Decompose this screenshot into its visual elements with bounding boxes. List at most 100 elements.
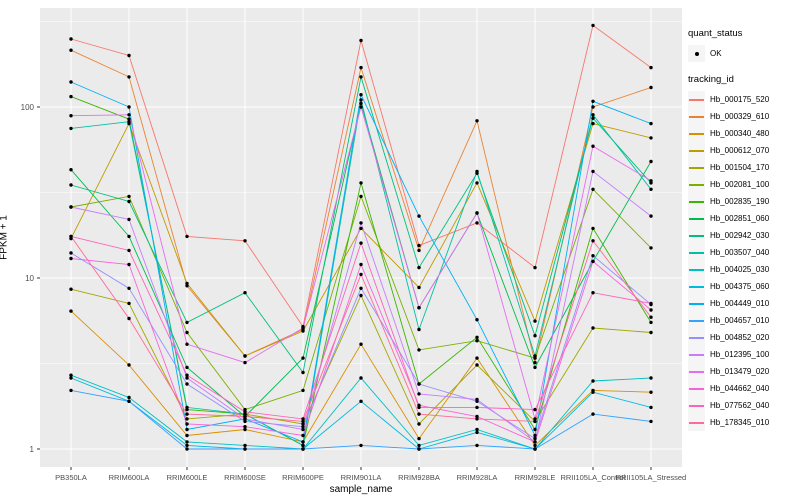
line-swatch-icon	[688, 142, 705, 159]
data-point	[243, 417, 247, 421]
legend-quant-status-title: quant_status	[688, 28, 743, 39]
data-point	[533, 334, 537, 338]
data-point	[649, 301, 653, 306]
legend-item-Hb_002851_060: Hb_002851_060	[688, 210, 800, 227]
line-swatch-icon	[688, 159, 705, 176]
data-point	[69, 114, 73, 118]
data-point	[417, 327, 421, 332]
legend-quant-status-items: OK	[688, 45, 800, 62]
data-point	[533, 365, 537, 370]
line-swatch-icon	[688, 380, 705, 397]
data-point	[301, 326, 305, 330]
data-point	[185, 376, 189, 380]
legend-item-label: Hb_004375_060	[710, 282, 770, 291]
y-axis-title: FPKM + 1	[0, 215, 10, 260]
data-point	[533, 447, 537, 451]
data-point	[185, 281, 189, 286]
series-color-line	[689, 116, 704, 118]
data-point	[475, 169, 479, 174]
legend-item-label: Hb_002081_100	[710, 180, 770, 189]
series-color-line	[689, 269, 704, 271]
legend-item-label: OK	[710, 49, 722, 58]
data-point	[69, 287, 73, 291]
legend-item-Hb_077562_040: Hb_077562_040	[688, 397, 800, 414]
legend-item-label: Hb_001504_170	[710, 163, 770, 172]
data-point	[591, 412, 595, 416]
data-point	[475, 363, 479, 367]
data-point	[649, 390, 653, 394]
data-point	[591, 116, 595, 120]
series-color-line	[689, 99, 704, 101]
line-swatch-icon	[688, 91, 705, 108]
data-point	[475, 405, 479, 410]
line-swatch-icon	[688, 397, 705, 414]
data-point	[359, 376, 363, 380]
data-point	[533, 407, 537, 412]
legend-item-label: Hb_000612_070	[710, 146, 770, 155]
data-point	[359, 105, 363, 109]
data-point	[649, 187, 653, 191]
series-color-line	[689, 303, 704, 305]
data-point	[649, 136, 653, 140]
data-point	[185, 433, 189, 438]
data-point	[475, 356, 479, 360]
data-point	[185, 365, 189, 370]
data-point	[359, 38, 363, 43]
data-point	[591, 291, 595, 295]
legend-item-Hb_001504_170: Hb_001504_170	[688, 159, 800, 176]
legend-item-label: Hb_002851_060	[710, 214, 770, 223]
data-point	[185, 440, 189, 444]
data-point	[359, 293, 363, 298]
series-color-line	[689, 235, 704, 237]
data-point	[69, 373, 73, 377]
data-point	[185, 284, 189, 288]
series-color-line	[689, 320, 704, 322]
line-swatch-icon	[688, 244, 705, 261]
data-point	[359, 75, 363, 79]
data-point	[243, 410, 247, 414]
series-color-line	[689, 422, 704, 424]
data-point	[475, 119, 479, 123]
data-point	[301, 422, 305, 426]
data-point	[69, 256, 73, 261]
data-point	[649, 320, 653, 325]
point-symbol-icon	[688, 45, 705, 62]
data-point	[475, 397, 479, 402]
data-point	[127, 217, 131, 222]
data-point	[185, 412, 189, 416]
data-point	[533, 265, 537, 270]
data-point	[359, 272, 363, 277]
x-tick-label: RRIM600LE	[167, 473, 208, 482]
data-point	[533, 427, 537, 432]
data-point	[591, 99, 595, 104]
data-point	[243, 427, 247, 432]
data-point	[649, 246, 653, 250]
legend-tracking-title: tracking_id	[688, 74, 734, 85]
series-color-line	[689, 167, 704, 169]
x-tick-label: RRIM600PE	[282, 473, 324, 482]
legend-item-label: Hb_077562_040	[710, 401, 770, 410]
data-point	[417, 447, 421, 451]
data-point	[475, 335, 479, 339]
series-color-line	[689, 405, 704, 407]
data-point	[301, 388, 305, 393]
data-point	[185, 422, 189, 426]
data-point	[475, 417, 479, 421]
x-tick-label: RRIM901LA	[341, 473, 382, 482]
data-point	[127, 120, 131, 124]
legend-item-Hb_000340_480: Hb_000340_480	[688, 125, 800, 142]
x-axis-title: sample_name	[329, 484, 393, 495]
data-point	[127, 262, 131, 267]
data-point	[127, 75, 131, 79]
data-point	[533, 354, 537, 358]
data-point	[649, 405, 653, 410]
data-point	[127, 248, 131, 253]
data-point	[591, 144, 595, 148]
legend-item-Hb_002835_190: Hb_002835_190	[688, 193, 800, 210]
legend-item-label: Hb_000329_610	[710, 112, 770, 121]
data-point	[649, 179, 653, 183]
legend-item-Hb_044662_040: Hb_044662_040	[688, 380, 800, 397]
data-point	[417, 422, 421, 426]
data-point	[185, 330, 189, 335]
series-color-line	[689, 286, 704, 288]
